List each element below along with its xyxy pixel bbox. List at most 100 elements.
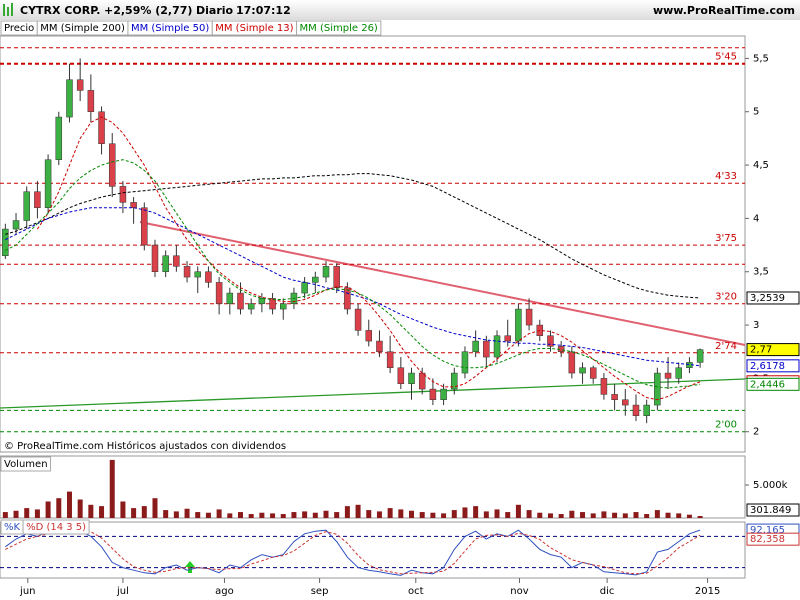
value-tag-label: 2,6178 bbox=[750, 361, 785, 372]
app-icon bbox=[3, 3, 13, 16]
level-label: 5'45 bbox=[715, 52, 737, 63]
y-tick-label: 3 bbox=[753, 320, 759, 331]
volume-bar bbox=[34, 509, 40, 518]
volume-bar bbox=[216, 509, 222, 518]
volume-bar bbox=[473, 506, 479, 518]
line-series bbox=[5, 528, 701, 575]
candle-body bbox=[632, 404, 640, 416]
volume-bar bbox=[312, 512, 318, 518]
time: 17:07:12 bbox=[236, 4, 291, 17]
x-tick-label: jun bbox=[19, 586, 35, 597]
candle-body bbox=[247, 303, 255, 310]
candle-body bbox=[386, 351, 394, 368]
volume-bar bbox=[13, 510, 19, 518]
x-tick-label: oct bbox=[408, 586, 424, 597]
volume-bar bbox=[580, 512, 586, 518]
candle-body bbox=[365, 330, 373, 342]
volume-bar bbox=[88, 504, 94, 518]
line-series bbox=[5, 207, 701, 367]
candle-body bbox=[397, 367, 405, 384]
header-bar bbox=[0, 0, 800, 20]
volume-bar bbox=[387, 508, 393, 518]
candle-body bbox=[440, 388, 447, 400]
candle-body bbox=[322, 266, 330, 278]
candle-body bbox=[119, 186, 127, 203]
x-tick-label: jul bbox=[116, 586, 129, 597]
candle-body bbox=[87, 90, 95, 112]
candle-body bbox=[376, 340, 383, 352]
candle-body bbox=[418, 372, 426, 390]
candle-body bbox=[547, 335, 554, 347]
line-series bbox=[5, 173, 701, 299]
candle-body bbox=[472, 340, 479, 352]
volume-bar bbox=[601, 511, 607, 518]
site: www.ProRealTime.com bbox=[653, 4, 795, 17]
candle-body bbox=[654, 372, 661, 406]
volume-bar bbox=[494, 509, 500, 518]
candle-body bbox=[258, 298, 266, 304]
candle-body bbox=[205, 271, 212, 283]
oscillator-panel bbox=[0, 521, 746, 579]
volume-bar bbox=[141, 506, 147, 518]
legend-item: MM (Simple 200) bbox=[40, 23, 125, 34]
line-series bbox=[5, 159, 701, 389]
volume-bar bbox=[644, 514, 650, 518]
change: +2,59% (2,77) bbox=[104, 4, 192, 17]
volume-bar bbox=[291, 512, 297, 518]
period: Diario bbox=[196, 4, 234, 17]
x-tick-label: sep bbox=[311, 586, 329, 597]
volume-bar bbox=[302, 511, 308, 518]
candle-body bbox=[696, 349, 704, 363]
candle-body bbox=[141, 207, 148, 246]
candle-body bbox=[344, 287, 351, 310]
candle-body bbox=[279, 303, 287, 310]
volume-bar bbox=[622, 513, 628, 518]
volume-bar bbox=[419, 512, 425, 518]
candle-body bbox=[12, 220, 20, 230]
candle-body bbox=[98, 111, 105, 144]
candle-body bbox=[215, 282, 223, 304]
volume-bar bbox=[163, 510, 169, 518]
y-tick-label: 4 bbox=[753, 213, 759, 224]
candle-body bbox=[108, 143, 116, 187]
candle-body bbox=[408, 372, 415, 384]
volume-bar bbox=[45, 501, 51, 518]
legend-item: MM (Simple 50) bbox=[131, 23, 209, 34]
candle-body bbox=[76, 79, 84, 91]
candle-body bbox=[429, 388, 437, 400]
candle-body bbox=[34, 191, 41, 208]
candle-body bbox=[675, 367, 682, 379]
candle-body bbox=[162, 255, 169, 272]
candle-body bbox=[226, 292, 234, 304]
value-tag-label: 3,2539 bbox=[750, 293, 785, 304]
candle-body bbox=[312, 276, 319, 283]
candle-body bbox=[130, 202, 137, 208]
volume-bar bbox=[173, 511, 179, 518]
legend-item: Volumen bbox=[4, 459, 48, 470]
volume-bar bbox=[366, 510, 372, 518]
volume-bar bbox=[109, 459, 115, 518]
volume-bar bbox=[334, 512, 340, 518]
candle-body bbox=[237, 292, 244, 310]
volume-bar bbox=[259, 512, 265, 518]
volume-bar bbox=[505, 512, 511, 518]
candle-body bbox=[23, 191, 30, 221]
volume-bar bbox=[590, 513, 596, 518]
volume-panel bbox=[0, 455, 746, 519]
value-tag bbox=[746, 532, 800, 546]
candle-body bbox=[2, 228, 9, 256]
candle-body bbox=[183, 266, 191, 278]
candle-body bbox=[194, 271, 201, 278]
volume-bar bbox=[227, 513, 233, 518]
volume-bar bbox=[558, 514, 564, 518]
value-tag bbox=[746, 359, 800, 373]
value-tag bbox=[746, 291, 800, 305]
value-tag-label: 82,358 bbox=[750, 534, 785, 545]
legend-box bbox=[0, 456, 52, 472]
candle-body bbox=[493, 335, 501, 358]
x-tick-label: dic bbox=[600, 586, 615, 597]
value-tag-label: 2,4446 bbox=[750, 379, 785, 390]
volume-bar bbox=[131, 508, 137, 518]
volume-bar bbox=[195, 512, 201, 518]
